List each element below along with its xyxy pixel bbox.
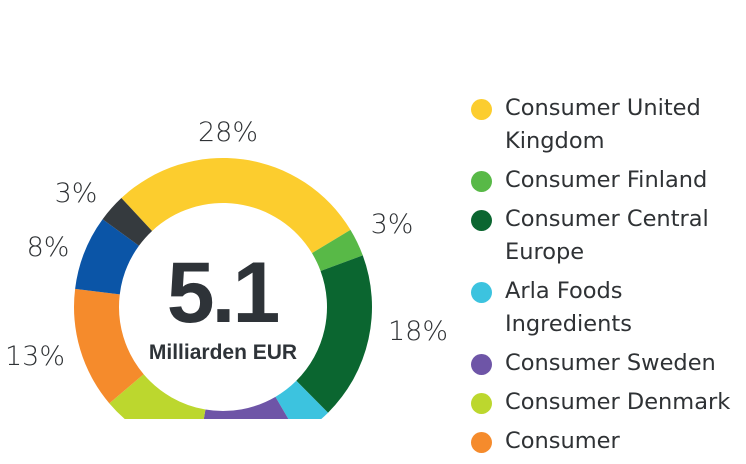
percent-labels: 28% 3% 18% 13% 8% 3% xyxy=(5,117,448,372)
legend-swatch xyxy=(471,432,492,453)
donut-chart: 28% 3% 18% 13% 8% 3% 5.1 Milliarden EUR xyxy=(5,117,448,419)
donut-slice xyxy=(275,380,329,419)
percent-label: 28% xyxy=(198,117,258,148)
percent-label: 8% xyxy=(27,232,70,263)
percent-label: 13% xyxy=(5,341,65,372)
legend-label: Arla Foods Ingredients xyxy=(505,278,632,337)
legend-swatch xyxy=(471,354,492,375)
legend-swatch xyxy=(471,99,492,120)
donut-slice xyxy=(296,255,372,413)
legend-swatch xyxy=(471,282,492,303)
percent-label: 18% xyxy=(388,316,448,347)
donut-slice xyxy=(73,288,144,404)
legend-label: Consumer xyxy=(505,428,620,454)
legend-item: Consumer Central Europe xyxy=(471,203,746,269)
legend-label: Consumer United Kingdom xyxy=(505,95,701,154)
donut-slice xyxy=(121,157,351,254)
legend-label: Consumer Finland xyxy=(505,167,708,193)
donut-slice xyxy=(311,229,363,271)
donut-slice xyxy=(203,396,289,419)
donut-slice xyxy=(102,198,153,246)
center-total-unit: Milliarden EUR xyxy=(149,341,297,364)
legend-item: Consumer xyxy=(471,425,746,458)
chart-legend: Consumer United Kingdom Consumer Finland C… xyxy=(471,92,746,464)
donut-slice xyxy=(109,374,206,419)
center-total-value: 5.1 xyxy=(167,245,279,341)
legend-swatch xyxy=(471,210,492,231)
legend-item: Consumer Denmark xyxy=(471,386,746,419)
donut-slice xyxy=(75,219,139,295)
legend-item: Consumer United Kingdom xyxy=(471,92,746,158)
legend-swatch xyxy=(471,393,492,414)
legend-item: Consumer Sweden xyxy=(471,347,746,380)
legend-item: Consumer Finland xyxy=(471,164,746,197)
percent-label: 3% xyxy=(371,209,414,240)
legend-label: Consumer Sweden xyxy=(505,350,716,376)
legend-label: Consumer Central Europe xyxy=(505,206,709,265)
donut-slices xyxy=(73,157,372,419)
legend-item: Arla Foods Ingredients xyxy=(471,275,746,341)
legend-label: Consumer Denmark xyxy=(505,389,731,415)
legend-swatch xyxy=(471,171,492,192)
percent-label: 3% xyxy=(55,178,98,209)
